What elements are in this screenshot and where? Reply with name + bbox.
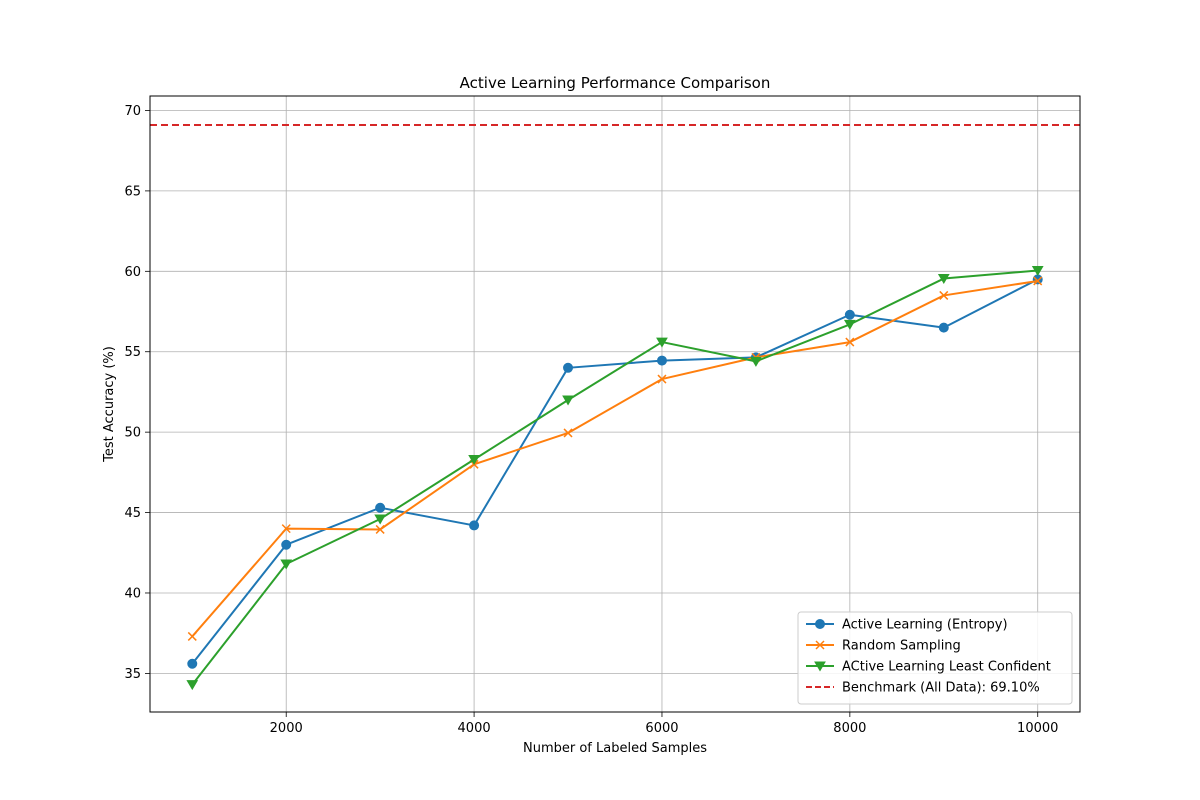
data-point bbox=[187, 631, 197, 641]
legend-item: Benchmark (All Data): 69.10% bbox=[806, 681, 1040, 696]
legend-item: ACtive Learning Least Confident bbox=[806, 660, 1051, 675]
data-point bbox=[186, 680, 199, 691]
data-point bbox=[1031, 266, 1044, 276]
legend-box bbox=[797, 611, 1073, 705]
y-tick-label: 50 bbox=[124, 426, 141, 441]
y-tick-label: 35 bbox=[124, 667, 141, 682]
data-point bbox=[187, 658, 198, 669]
legend-item: Random Sampling bbox=[806, 639, 961, 654]
x-tick-label: 8000 bbox=[833, 721, 866, 736]
series-line bbox=[191, 279, 1038, 638]
data-point bbox=[938, 322, 949, 333]
data-point bbox=[1033, 276, 1043, 286]
y-axis-label: Test Accuracy (%) bbox=[102, 346, 117, 463]
data-point bbox=[374, 514, 387, 525]
x-tick-label: 6000 bbox=[645, 721, 678, 736]
data-point bbox=[656, 337, 668, 348]
legend: Active Learning (Entropy) Random Sampling… bbox=[797, 611, 1073, 705]
data-point bbox=[815, 619, 825, 629]
legend-label: Benchmark (All Data): 69.10% bbox=[842, 681, 1040, 696]
data-point bbox=[1032, 274, 1043, 285]
series-3 bbox=[186, 266, 1044, 691]
ticks: 2000 4000 6000 8000 10000 35 40 45 50 55 60 65 70 bbox=[124, 104, 1058, 736]
data-point bbox=[281, 524, 291, 534]
legend-label: ACtive Learning Least Confident bbox=[842, 660, 1051, 675]
series-line bbox=[191, 278, 1039, 665]
data-point bbox=[281, 539, 292, 550]
data-point bbox=[562, 395, 574, 406]
grid bbox=[150, 96, 1080, 712]
data-point bbox=[843, 319, 856, 330]
data-point bbox=[750, 356, 762, 367]
x-tick-label: 10000 bbox=[1017, 721, 1058, 736]
y-tick-label: 60 bbox=[124, 265, 141, 280]
y-tick-label: 55 bbox=[124, 345, 141, 360]
data-point bbox=[937, 274, 950, 285]
data-point bbox=[468, 454, 480, 465]
x-tick-label: 2000 bbox=[270, 721, 303, 736]
data-point bbox=[845, 337, 855, 347]
data-point bbox=[815, 640, 825, 650]
legend-label: Random Sampling bbox=[842, 639, 961, 654]
data-point bbox=[814, 661, 826, 672]
data-point bbox=[280, 559, 293, 570]
y-tick-label: 65 bbox=[124, 184, 141, 199]
series-2 bbox=[187, 276, 1043, 641]
y-tick-label: 45 bbox=[124, 506, 141, 521]
data-point bbox=[656, 355, 667, 366]
plot-frame bbox=[149, 95, 1081, 713]
data-point bbox=[375, 524, 385, 534]
x-axis-label: Number of Labeled Samples bbox=[523, 741, 707, 756]
data-point bbox=[844, 309, 855, 320]
data-point bbox=[657, 374, 667, 384]
y-tick-label: 70 bbox=[124, 104, 141, 119]
legend-label: Active Learning (Entropy) bbox=[842, 618, 1008, 633]
x-tick-label: 4000 bbox=[458, 721, 491, 736]
axes bbox=[149, 95, 1081, 713]
legend-item: Active Learning (Entropy) bbox=[806, 618, 1008, 633]
data-point bbox=[375, 502, 386, 513]
data-point bbox=[563, 428, 573, 438]
series-1 bbox=[187, 274, 1043, 669]
y-tick-label: 40 bbox=[124, 586, 141, 601]
data-point bbox=[469, 520, 480, 531]
series-group bbox=[186, 266, 1044, 691]
data-point bbox=[563, 362, 574, 373]
series-line bbox=[191, 269, 1038, 686]
data-point bbox=[939, 290, 949, 300]
chart-title: Active Learning Performance Comparison bbox=[460, 74, 771, 92]
